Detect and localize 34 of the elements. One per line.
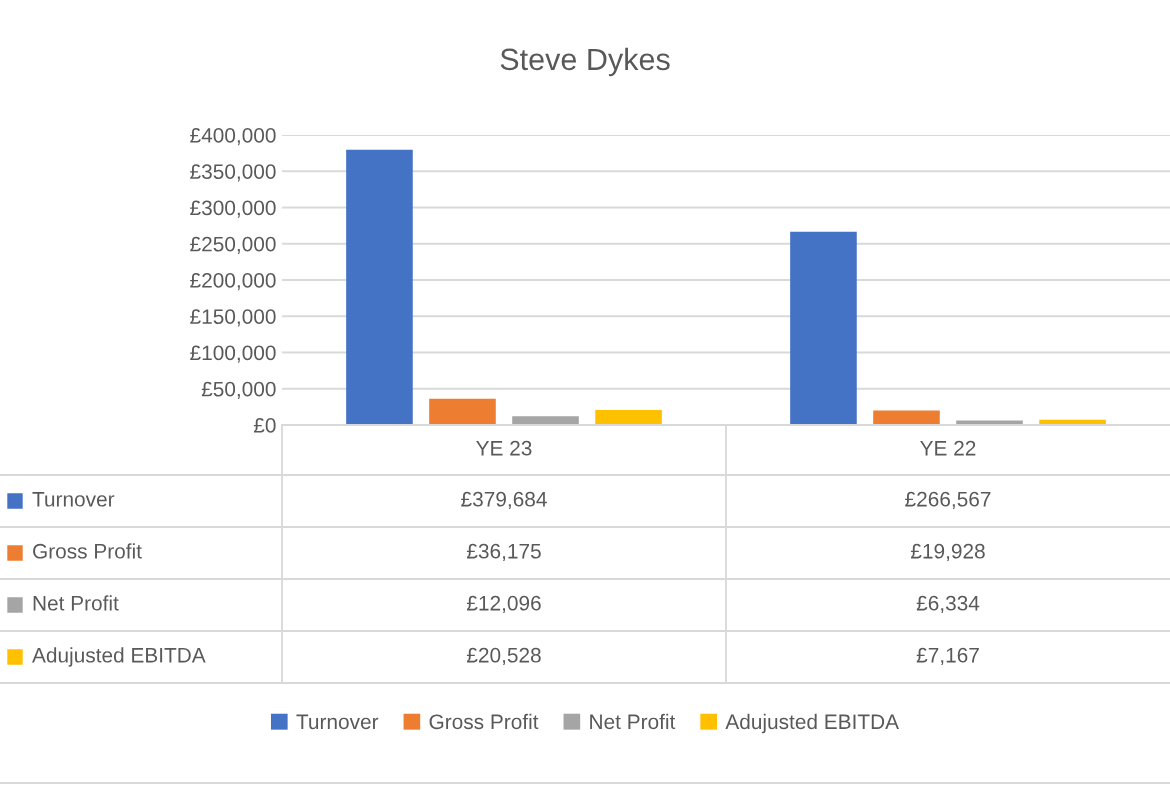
chart-title: Steve Dykes — [500, 47, 670, 77]
legend-label: Adujusted EBITDA — [725, 713, 899, 734]
bar — [346, 149, 413, 425]
data-label: £20,528 — [466, 647, 541, 666]
data-label: £36,175 — [466, 543, 541, 562]
data-label: £7,167 — [916, 647, 979, 666]
y-tick-label: £200,000 — [190, 273, 276, 291]
data-label: £12,096 — [466, 595, 541, 614]
text: Net Profit — [33, 595, 119, 611]
text: Gross Profit — [33, 543, 142, 559]
bar — [512, 416, 579, 425]
legend-label: Net Profit — [590, 713, 676, 730]
x-tick-label: YE 23 — [476, 440, 532, 456]
bar — [429, 398, 496, 425]
text: Turnover — [296, 714, 379, 730]
data-label: £6,334 — [916, 595, 980, 614]
y-tick-label: £250,000 — [190, 236, 276, 254]
y-tick-label: £100,000 — [190, 345, 276, 363]
data-label: £379,684 — [461, 491, 547, 510]
x-tick-label: YE 22 — [920, 440, 976, 456]
y-tick-label: £300,000 — [190, 200, 276, 218]
bar — [790, 231, 857, 425]
y-tick-label: £50,000 — [201, 381, 276, 399]
data-label: £19,928 — [910, 543, 985, 562]
legend-label: Turnover — [32, 492, 115, 507]
y-tick-label: £400,000 — [190, 128, 276, 146]
text: Adujusted EBITDA — [32, 647, 206, 667]
data-label: £266,567 — [905, 491, 991, 510]
bar — [873, 410, 940, 425]
legend-label: Gross Profit — [429, 713, 539, 730]
y-tick-label: £0 — [253, 418, 276, 433]
bar — [595, 410, 662, 425]
y-tick-label: £350,000 — [190, 164, 276, 182]
y-tick-label: £150,000 — [190, 309, 276, 327]
